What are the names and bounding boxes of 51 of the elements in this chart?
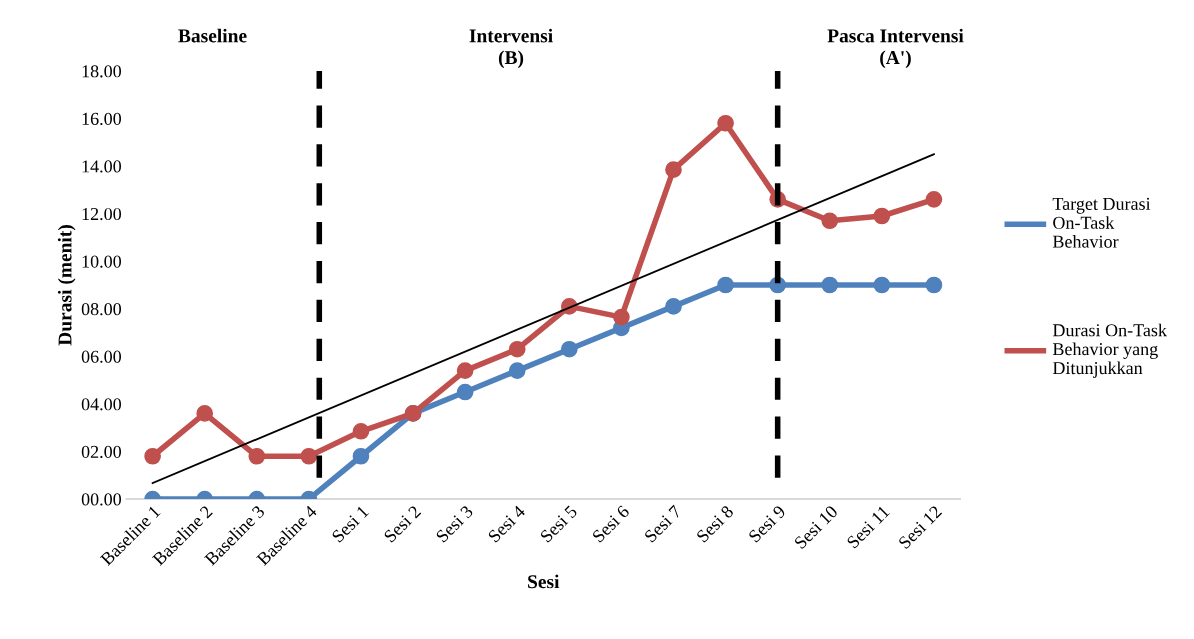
x-tick-label: Sesi 11 — [846, 505, 891, 549]
x-tick-label: Sesi 8 — [695, 504, 735, 543]
y-tick-label: 16.00 — [82, 112, 122, 126]
point — [508, 340, 526, 358]
legend-label: Durasi On-Task Behavior yang Ditunjukkan — [1052, 323, 1167, 378]
y-tick-label: 10.00 — [82, 255, 122, 268]
point — [248, 447, 266, 465]
y-axis-title: Durasi (menit) — [57, 225, 76, 346]
point — [821, 276, 839, 294]
y-tick-label: 04.00 — [81, 398, 122, 411]
x-tick-label: Sesi 2 — [383, 505, 422, 543]
point — [873, 276, 891, 294]
x-tick-label: Sesi 5 — [539, 504, 578, 543]
legend-label: Target Durasi On-Task Behavior — [1052, 197, 1151, 248]
point — [144, 447, 161, 465]
x-tick-label: Sesi 10 — [793, 504, 839, 550]
y-tick-label: 06.00 — [81, 350, 122, 363]
x-tick-label: Sesi 6 — [591, 504, 631, 543]
point — [717, 276, 734, 294]
point — [665, 298, 682, 315]
y-tick-label: 00.00 — [81, 493, 122, 506]
point — [196, 405, 214, 422]
y-tick-label: 02.00 — [81, 445, 122, 459]
x-axis-title: Sesi — [528, 574, 560, 589]
point — [821, 212, 839, 230]
x-tick-label: Sesi 9 — [748, 504, 787, 543]
x-tick-label: Sesi 7 — [643, 504, 683, 543]
point — [873, 207, 891, 225]
x-tick-label: Sesi 12 — [897, 505, 943, 550]
y-tick-label: 08.00 — [81, 303, 122, 316]
point — [717, 114, 734, 132]
point — [925, 276, 943, 294]
x-tick-label: Sesi 1 — [331, 505, 370, 543]
x-tick-label: Sesi 4 — [487, 504, 527, 543]
point — [665, 161, 682, 178]
y-tick-label: 14.00 — [82, 160, 122, 173]
text: Baseline — [178, 28, 247, 43]
text: Pasca Intervensi (A') — [827, 28, 964, 69]
point — [352, 447, 370, 465]
point — [456, 383, 474, 401]
point — [560, 340, 578, 358]
x-tick-label: Sesi 3 — [435, 504, 474, 543]
point — [352, 422, 370, 440]
point — [508, 362, 526, 379]
point — [925, 191, 943, 208]
point — [300, 447, 318, 465]
y-tick-label: 12.00 — [82, 207, 122, 221]
point — [613, 308, 630, 326]
y-tick-label: 18.00 — [82, 65, 122, 78]
text: Intervensi (B) — [469, 28, 553, 69]
point — [456, 362, 474, 379]
